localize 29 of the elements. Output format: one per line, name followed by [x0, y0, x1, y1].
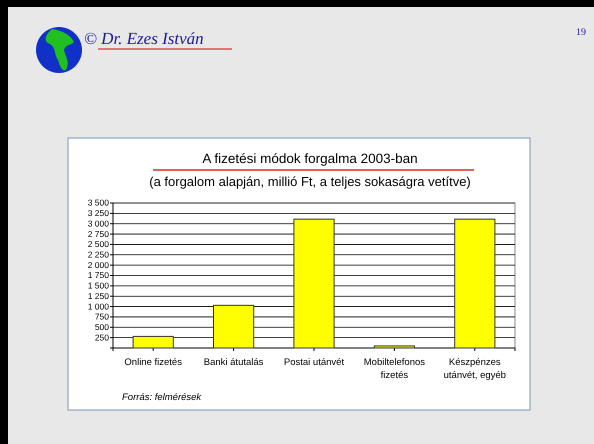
x-tick-label: Banki átutalás [204, 357, 264, 368]
y-tick-label: 2 250 [88, 250, 110, 260]
chart-subtitle: (a forgalom alapján, millió Ft, a teljes sokaságra vetítve) [149, 174, 471, 189]
bar [132, 336, 174, 348]
x-tick-label: Készpénzes utánvét, egyéb [444, 357, 506, 381]
bar [213, 304, 254, 348]
text: 19 [576, 27, 586, 38]
x-tick-label: Mobiltelefonos fizetés [364, 357, 426, 381]
y-tick-label: 3 000 [88, 218, 110, 228]
y-tick-label: 2 500 [88, 239, 110, 250]
y-tick-label: 3 500 [88, 198, 110, 208]
y-tick-label: 3 250 [88, 208, 110, 218]
y-tick-label: 250 [94, 332, 110, 342]
y-tick-label: 500 [94, 322, 110, 332]
y-tick-label: 1 000 [88, 301, 110, 312]
y-tick-label: 750 [94, 312, 110, 322]
text: © Dr. Ezes István [84, 29, 204, 48]
bar [374, 345, 415, 348]
y-tick-label: 1 500 [88, 280, 110, 291]
y-tick-label: 1 250 [88, 290, 110, 301]
x-tick-label: Online fizetés [124, 357, 182, 368]
y-tick-label: 1 750 [88, 270, 110, 280]
y-tick-label: 2 750 [88, 228, 110, 239]
bar [293, 218, 335, 348]
chart-title: A fizetési módok forgalma 2003-ban [202, 151, 418, 166]
y-tick-label: 2 000 [88, 260, 110, 270]
bar [454, 218, 496, 348]
x-tick-label: Postai utánvét [284, 357, 344, 368]
text: Forrás: felmérések [122, 392, 202, 403]
